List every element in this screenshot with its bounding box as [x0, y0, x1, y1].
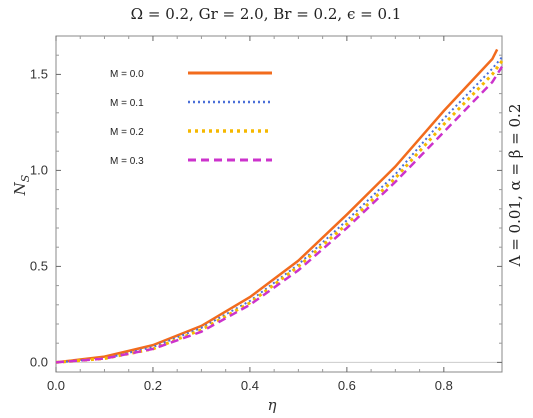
series-lines [55, 48, 504, 364]
series-line-0 [55, 48, 499, 364]
y-tick-label: 0.0 [30, 354, 48, 369]
y-tick-label: 0.5 [30, 258, 48, 273]
x-tick-label: 0.4 [241, 378, 259, 393]
plot-frame [55, 35, 503, 373]
y-axis-label-subscript: S [19, 174, 32, 182]
legend-label-2: M = 0.2 [110, 127, 144, 138]
x-tick-label: 0.6 [338, 378, 356, 393]
y-axis-label-main: N [11, 181, 29, 196]
x-tick-label: 0.2 [144, 378, 162, 393]
series-line-3 [55, 66, 504, 364]
plot-border [55, 35, 503, 373]
y-tick-label: 1.5 [30, 66, 48, 81]
y-axis-label: NS [11, 174, 32, 196]
legend-label-3: M = 0.3 [110, 156, 144, 167]
side-parameter-label: Λ = 0.01, α = β = 0.2 [506, 104, 524, 268]
axis-ticks: 0.0 0.2 0.4 0.6 0.8 0.0 0.5 1.0 1.5 [30, 36, 502, 393]
legend-label-0: M = 0.0 [110, 69, 144, 80]
series-line-2 [55, 60, 504, 364]
x-tick-label: 0.0 [47, 378, 65, 393]
legend-label-1: M = 0.1 [110, 98, 144, 109]
y-tick-label: 1.0 [30, 162, 48, 177]
chart-title: Ω = 0.2, Gr = 2.0, Br = 0.2, ϵ = 0.1 [131, 5, 402, 23]
x-axis-label: η [268, 396, 277, 414]
x-tick-label: 0.8 [435, 378, 453, 393]
legend: M = 0.0 M = 0.1 M = 0.2 M = 0.3 [110, 69, 272, 167]
